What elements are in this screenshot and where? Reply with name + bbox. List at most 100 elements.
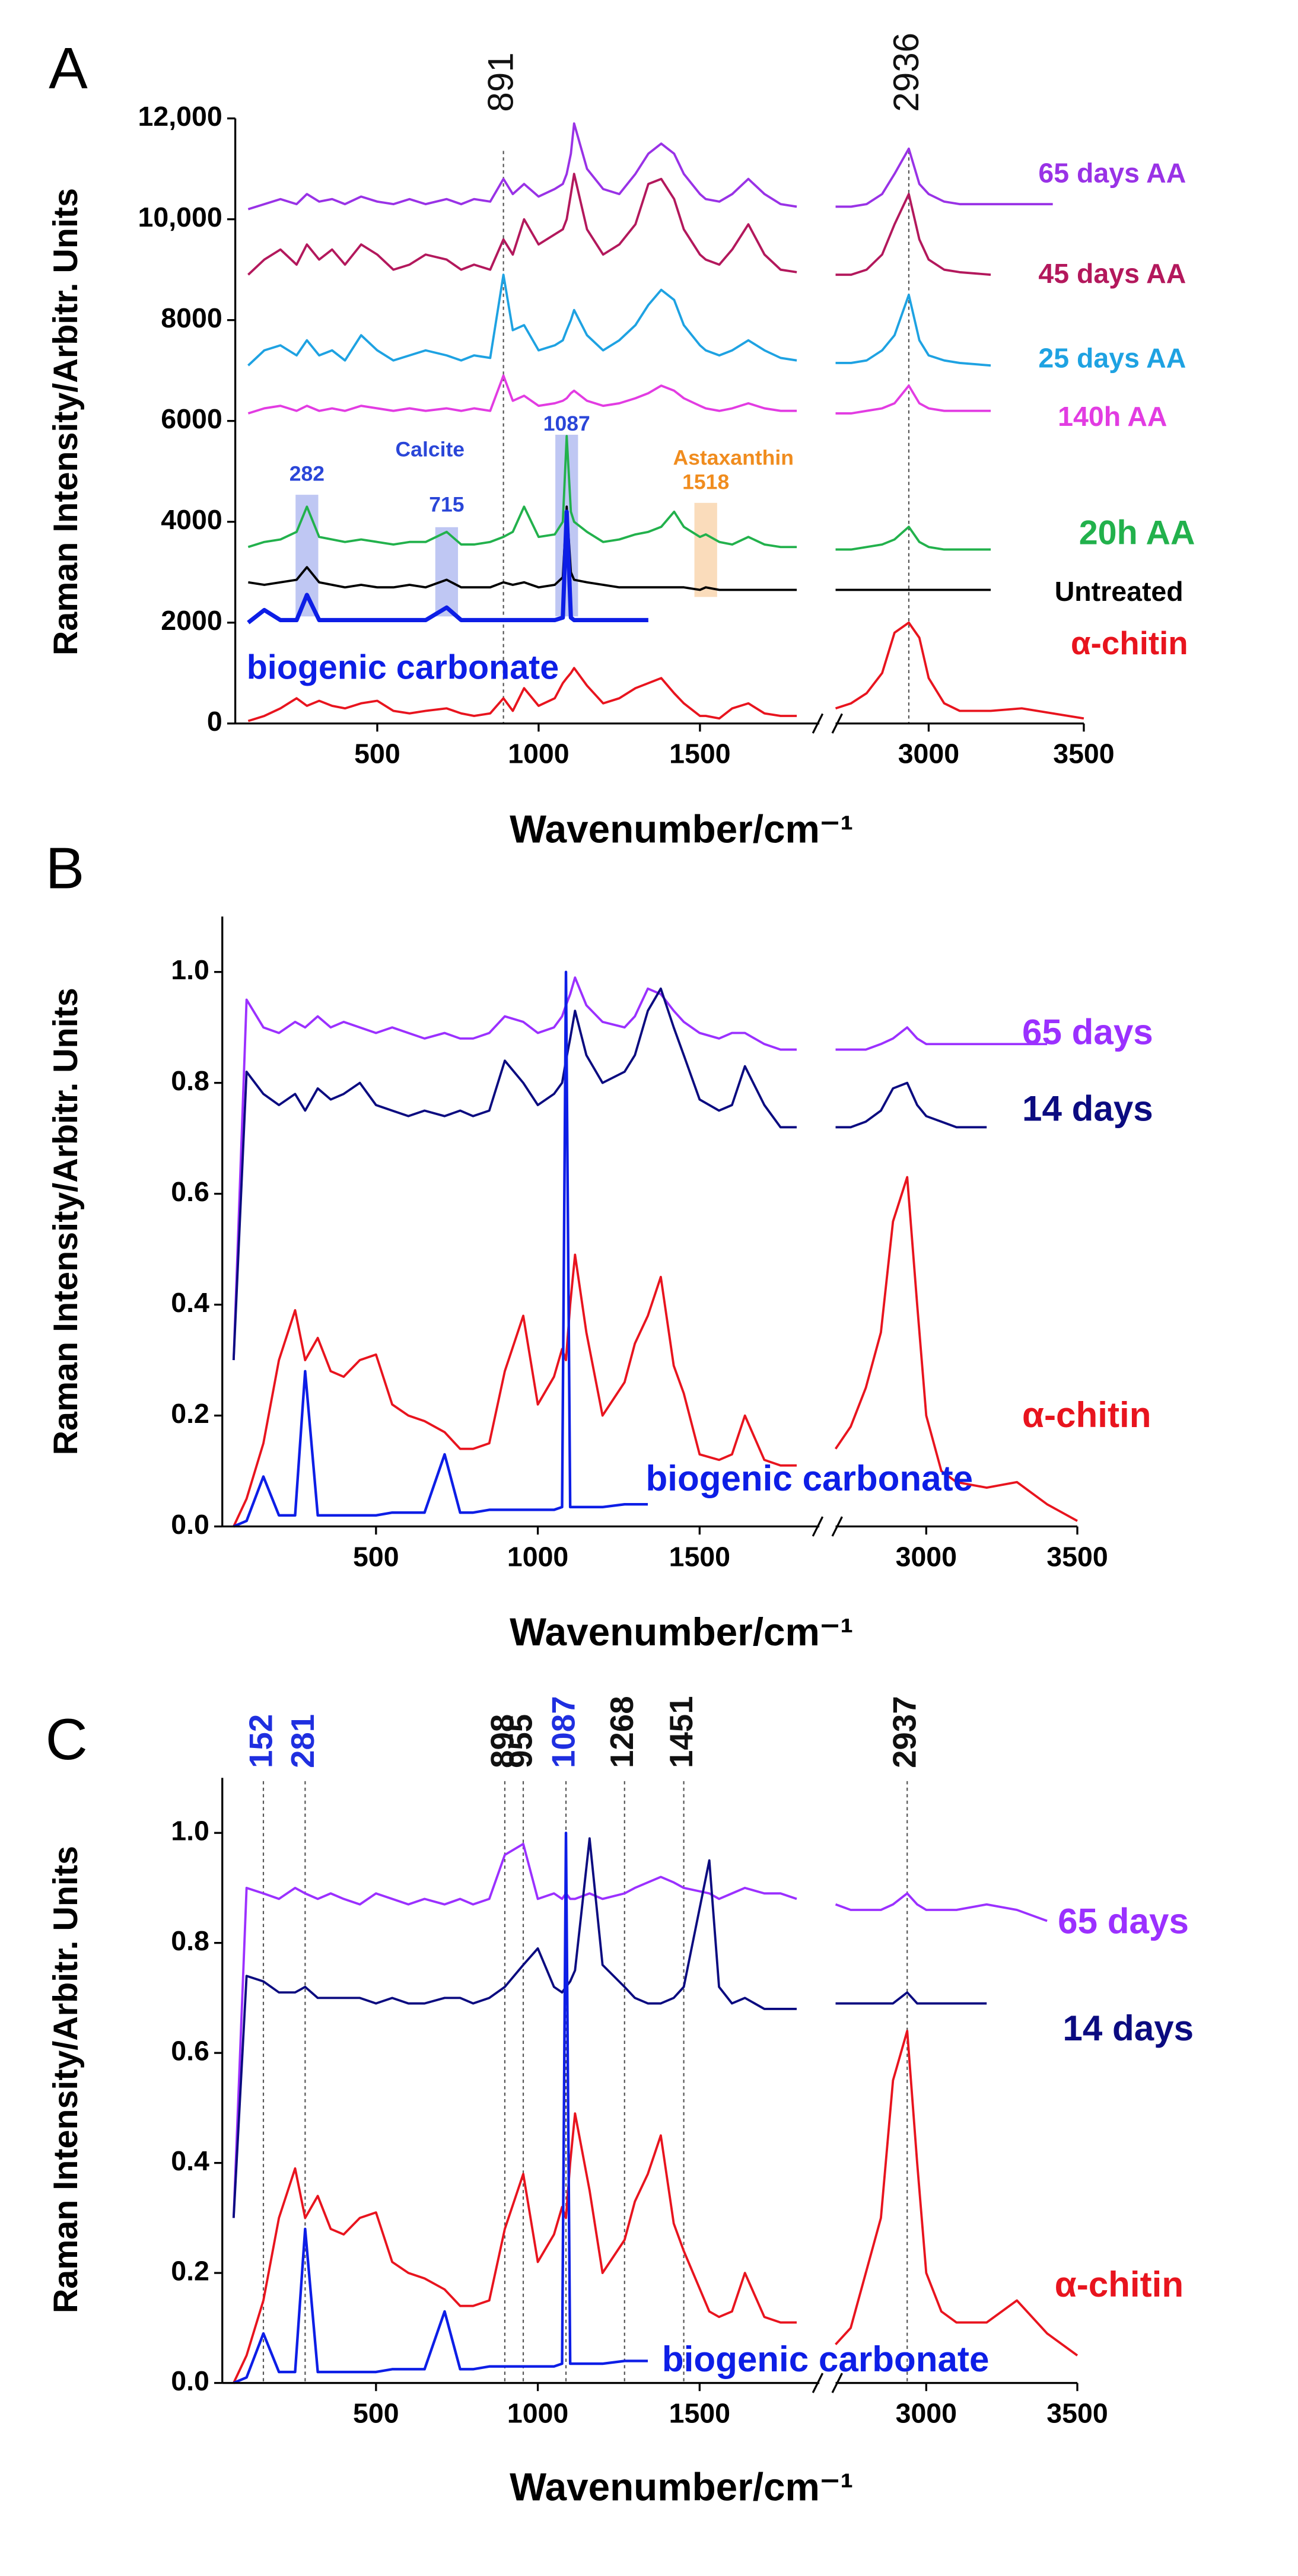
y-tick-label: 0.0 bbox=[171, 2365, 209, 2396]
y-tick-label: 0.6 bbox=[171, 1176, 209, 1207]
series-label: α-chitin bbox=[1071, 625, 1188, 661]
spectrum-line bbox=[247, 435, 991, 551]
spectrum-line bbox=[247, 374, 991, 415]
spectrum-line bbox=[232, 976, 1048, 1361]
x-tick-label: 3000 bbox=[896, 1542, 957, 1572]
band-label: 282 bbox=[289, 462, 324, 486]
series-label: biogenic carbonate bbox=[247, 649, 559, 687]
series-label: 20h AA bbox=[1079, 514, 1195, 552]
x-axis-title: Wavenumber/cm⁻¹ bbox=[510, 807, 853, 851]
band bbox=[435, 527, 459, 617]
y-tick-label: 0.2 bbox=[171, 1398, 209, 1429]
panel-label: C bbox=[46, 1706, 88, 1772]
x-tick-label: 3500 bbox=[1046, 1542, 1108, 1572]
y-axis-title: Raman Intensity/Arbitr. Units bbox=[47, 988, 85, 1455]
y-tick-label: 0.0 bbox=[171, 1509, 209, 1540]
peak-label: 1451 bbox=[663, 1696, 699, 1768]
y-tick-label: 0.8 bbox=[171, 1065, 209, 1096]
series-label: Untreated bbox=[1055, 576, 1184, 607]
axis-break bbox=[831, 1516, 843, 1537]
axis-break bbox=[812, 1516, 824, 1537]
x-tick-label: 1500 bbox=[669, 2398, 730, 2429]
panel-label: B bbox=[46, 835, 85, 900]
x-tick-label: 1500 bbox=[669, 738, 730, 769]
annotation: Calcite bbox=[396, 438, 465, 461]
spectrum-line bbox=[233, 1176, 1078, 1527]
series-label: α-chitin bbox=[1055, 2265, 1184, 2304]
peak-label: 281 bbox=[284, 1714, 321, 1768]
spectrum-line bbox=[233, 2030, 1079, 2384]
spectrum-line bbox=[233, 1831, 648, 2384]
series-label: 65 days bbox=[1022, 1012, 1153, 1052]
y-tick-label: 0 bbox=[207, 706, 222, 737]
x-tick-label: 3000 bbox=[896, 2398, 957, 2429]
y-axis-title: Raman Intensity/Arbitr. Units bbox=[47, 188, 85, 655]
series-label: biogenic carbonate bbox=[662, 2339, 990, 2379]
axis-break bbox=[812, 713, 824, 734]
y-tick-label: 12,000 bbox=[138, 101, 222, 132]
y-tick-label: 0.4 bbox=[171, 1287, 209, 1318]
peak-label: 2937 bbox=[886, 1696, 923, 1768]
y-tick-label: 0.6 bbox=[171, 2035, 209, 2066]
panel-label: A bbox=[49, 36, 88, 101]
series-label: 25 days AA bbox=[1038, 342, 1186, 373]
spectrum-line bbox=[232, 1837, 987, 2218]
x-tick-label: 1500 bbox=[669, 1542, 730, 1572]
peak-label: 898 bbox=[483, 1714, 520, 1768]
series-label: 14 days bbox=[1062, 2008, 1194, 2048]
peak-label: 2936 bbox=[886, 33, 926, 112]
y-tick-label: 0.8 bbox=[171, 1925, 209, 1956]
spectrum-line bbox=[247, 273, 991, 367]
y-tick-label: 4000 bbox=[161, 504, 222, 535]
band-label: 1518 bbox=[682, 470, 729, 493]
y-tick-label: 1.0 bbox=[171, 954, 209, 985]
x-axis-title: Wavenumber/cm⁻¹ bbox=[510, 2465, 853, 2508]
y-tick-label: 2000 bbox=[161, 605, 222, 636]
spectrum-line bbox=[233, 970, 648, 1528]
series-label: biogenic carbonate bbox=[646, 1459, 974, 1498]
series-label: 14 days bbox=[1022, 1088, 1153, 1128]
x-tick-label: 1000 bbox=[507, 2398, 568, 2429]
peak-label: 1087 bbox=[545, 1696, 581, 1768]
series-label: 65 days AA bbox=[1038, 158, 1186, 189]
band bbox=[694, 502, 717, 597]
series-label: 45 days AA bbox=[1038, 258, 1186, 289]
y-axis-title: Raman Intensity/Arbitr. Units bbox=[47, 1846, 85, 2313]
spectrum-line bbox=[232, 987, 987, 1361]
spectrum-line bbox=[247, 510, 648, 625]
band-label: 1087 bbox=[543, 412, 590, 435]
y-tick-label: 0.4 bbox=[171, 2145, 209, 2176]
spectrum-line bbox=[247, 621, 1084, 722]
x-tick-label: 1000 bbox=[508, 738, 569, 769]
peak-label: 152 bbox=[242, 1714, 279, 1768]
series-label: α-chitin bbox=[1022, 1395, 1151, 1435]
spectrum-line bbox=[232, 1842, 1048, 2218]
y-tick-label: 0.2 bbox=[171, 2255, 209, 2286]
peak-label: 1268 bbox=[603, 1696, 640, 1768]
series-label: 140h AA bbox=[1058, 401, 1167, 432]
y-tick-label: 8000 bbox=[161, 303, 222, 333]
y-tick-label: 10,000 bbox=[138, 202, 222, 233]
x-tick-label: 3500 bbox=[1053, 738, 1114, 769]
peak-label: 955 bbox=[502, 1714, 539, 1768]
annotation: Astaxanthin bbox=[673, 445, 793, 469]
x-tick-label: 500 bbox=[354, 738, 400, 769]
peak-label: 891 bbox=[481, 52, 521, 112]
axis-break bbox=[812, 2373, 824, 2393]
spectrum-line bbox=[247, 122, 1053, 211]
series-label: 65 days bbox=[1058, 1901, 1189, 1941]
x-tick-label: 500 bbox=[353, 2398, 399, 2429]
x-tick-label: 3500 bbox=[1046, 2398, 1108, 2429]
spectrum-line bbox=[248, 505, 991, 591]
axis-break bbox=[831, 2373, 843, 2393]
spectrum-line bbox=[247, 173, 991, 276]
x-axis-title: Wavenumber/cm⁻¹ bbox=[510, 1610, 853, 1654]
x-tick-label: 500 bbox=[353, 1542, 399, 1572]
x-tick-label: 1000 bbox=[507, 1542, 568, 1572]
y-tick-label: 1.0 bbox=[171, 1815, 209, 1846]
x-tick-label: 3000 bbox=[898, 738, 959, 769]
y-tick-label: 6000 bbox=[161, 403, 222, 434]
band-label: 715 bbox=[429, 493, 464, 517]
axis-break bbox=[831, 713, 843, 734]
